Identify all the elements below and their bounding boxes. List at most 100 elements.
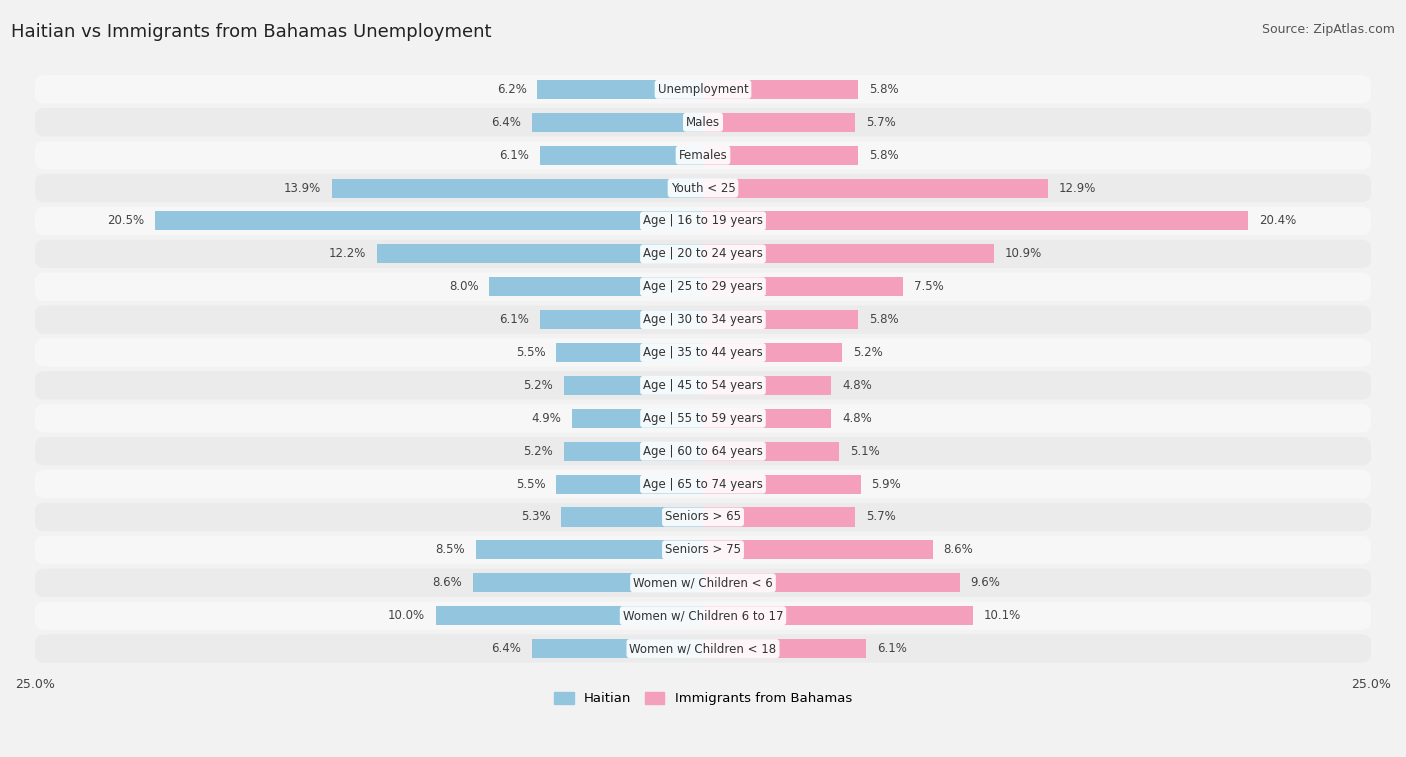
FancyBboxPatch shape <box>34 207 1372 235</box>
Text: 4.9%: 4.9% <box>531 412 561 425</box>
Text: 7.5%: 7.5% <box>914 280 943 293</box>
Text: 4.8%: 4.8% <box>842 412 872 425</box>
Bar <box>703 475 860 494</box>
Text: 6.4%: 6.4% <box>492 642 522 655</box>
Text: 5.8%: 5.8% <box>869 313 898 326</box>
Text: 12.2%: 12.2% <box>329 248 367 260</box>
FancyBboxPatch shape <box>34 141 1372 170</box>
Text: 5.7%: 5.7% <box>866 116 896 129</box>
Text: 10.0%: 10.0% <box>388 609 425 622</box>
Bar <box>155 211 703 230</box>
Text: 5.5%: 5.5% <box>516 478 546 491</box>
Text: 13.9%: 13.9% <box>284 182 321 195</box>
Bar <box>703 343 842 362</box>
FancyBboxPatch shape <box>34 634 1372 662</box>
Text: 5.8%: 5.8% <box>869 83 898 96</box>
Text: 20.5%: 20.5% <box>107 214 145 227</box>
Text: 5.7%: 5.7% <box>866 510 896 524</box>
Text: 5.9%: 5.9% <box>872 478 901 491</box>
Bar <box>531 639 703 658</box>
Bar <box>540 310 703 329</box>
Bar <box>703 79 858 99</box>
Text: 6.1%: 6.1% <box>877 642 907 655</box>
Bar <box>703 606 973 625</box>
Bar <box>572 409 703 428</box>
Bar <box>531 113 703 132</box>
Text: Haitian vs Immigrants from Bahamas Unemployment: Haitian vs Immigrants from Bahamas Unemp… <box>11 23 492 41</box>
Text: Unemployment: Unemployment <box>658 83 748 96</box>
Text: 4.8%: 4.8% <box>842 379 872 392</box>
Text: 5.8%: 5.8% <box>869 148 898 162</box>
Text: Age | 45 to 54 years: Age | 45 to 54 years <box>643 379 763 392</box>
Bar <box>540 145 703 165</box>
Bar <box>703 310 858 329</box>
Bar <box>474 573 703 592</box>
FancyBboxPatch shape <box>34 306 1372 334</box>
Text: Women w/ Children < 6: Women w/ Children < 6 <box>633 576 773 589</box>
Text: 6.1%: 6.1% <box>499 148 529 162</box>
Text: 6.2%: 6.2% <box>496 83 527 96</box>
Bar <box>703 507 855 527</box>
Legend: Haitian, Immigrants from Bahamas: Haitian, Immigrants from Bahamas <box>554 692 852 706</box>
Bar <box>475 540 703 559</box>
FancyBboxPatch shape <box>34 470 1372 498</box>
Bar <box>703 211 1249 230</box>
Text: Females: Females <box>679 148 727 162</box>
FancyBboxPatch shape <box>34 273 1372 301</box>
Text: 8.6%: 8.6% <box>433 576 463 589</box>
Text: 12.9%: 12.9% <box>1059 182 1095 195</box>
FancyBboxPatch shape <box>34 569 1372 597</box>
Bar <box>703 145 858 165</box>
Text: Youth < 25: Youth < 25 <box>671 182 735 195</box>
FancyBboxPatch shape <box>34 503 1372 531</box>
Text: 5.1%: 5.1% <box>851 444 880 458</box>
Text: 8.5%: 8.5% <box>436 544 465 556</box>
Text: 10.1%: 10.1% <box>984 609 1021 622</box>
FancyBboxPatch shape <box>34 602 1372 630</box>
Text: Age | 16 to 19 years: Age | 16 to 19 years <box>643 214 763 227</box>
Bar <box>555 343 703 362</box>
Bar <box>703 540 932 559</box>
Text: 5.5%: 5.5% <box>516 346 546 359</box>
Bar <box>703 441 839 461</box>
Text: 20.4%: 20.4% <box>1258 214 1296 227</box>
Text: 10.9%: 10.9% <box>1005 248 1042 260</box>
Bar <box>555 475 703 494</box>
Bar <box>332 179 703 198</box>
Bar <box>564 441 703 461</box>
Text: 5.2%: 5.2% <box>523 444 554 458</box>
Text: Age | 25 to 29 years: Age | 25 to 29 years <box>643 280 763 293</box>
Text: Age | 55 to 59 years: Age | 55 to 59 years <box>643 412 763 425</box>
Text: 6.1%: 6.1% <box>499 313 529 326</box>
Bar <box>703 376 831 395</box>
FancyBboxPatch shape <box>34 174 1372 202</box>
FancyBboxPatch shape <box>34 371 1372 400</box>
Bar <box>537 79 703 99</box>
Bar <box>436 606 703 625</box>
Bar <box>703 277 904 296</box>
FancyBboxPatch shape <box>34 75 1372 104</box>
Text: 8.0%: 8.0% <box>449 280 478 293</box>
Text: Women w/ Children < 18: Women w/ Children < 18 <box>630 642 776 655</box>
Bar <box>377 245 703 263</box>
Text: Males: Males <box>686 116 720 129</box>
Text: 5.3%: 5.3% <box>522 510 551 524</box>
Bar <box>703 409 831 428</box>
Bar <box>703 245 994 263</box>
Bar <box>703 573 959 592</box>
Text: Source: ZipAtlas.com: Source: ZipAtlas.com <box>1261 23 1395 36</box>
Text: Age | 30 to 34 years: Age | 30 to 34 years <box>643 313 763 326</box>
FancyBboxPatch shape <box>34 108 1372 136</box>
Text: Women w/ Children 6 to 17: Women w/ Children 6 to 17 <box>623 609 783 622</box>
Bar <box>564 376 703 395</box>
Text: 5.2%: 5.2% <box>523 379 554 392</box>
Bar <box>703 639 866 658</box>
FancyBboxPatch shape <box>34 437 1372 466</box>
Bar <box>561 507 703 527</box>
Text: Age | 60 to 64 years: Age | 60 to 64 years <box>643 444 763 458</box>
FancyBboxPatch shape <box>34 240 1372 268</box>
FancyBboxPatch shape <box>34 536 1372 564</box>
Text: Age | 20 to 24 years: Age | 20 to 24 years <box>643 248 763 260</box>
Text: Seniors > 75: Seniors > 75 <box>665 544 741 556</box>
Text: 8.6%: 8.6% <box>943 544 973 556</box>
